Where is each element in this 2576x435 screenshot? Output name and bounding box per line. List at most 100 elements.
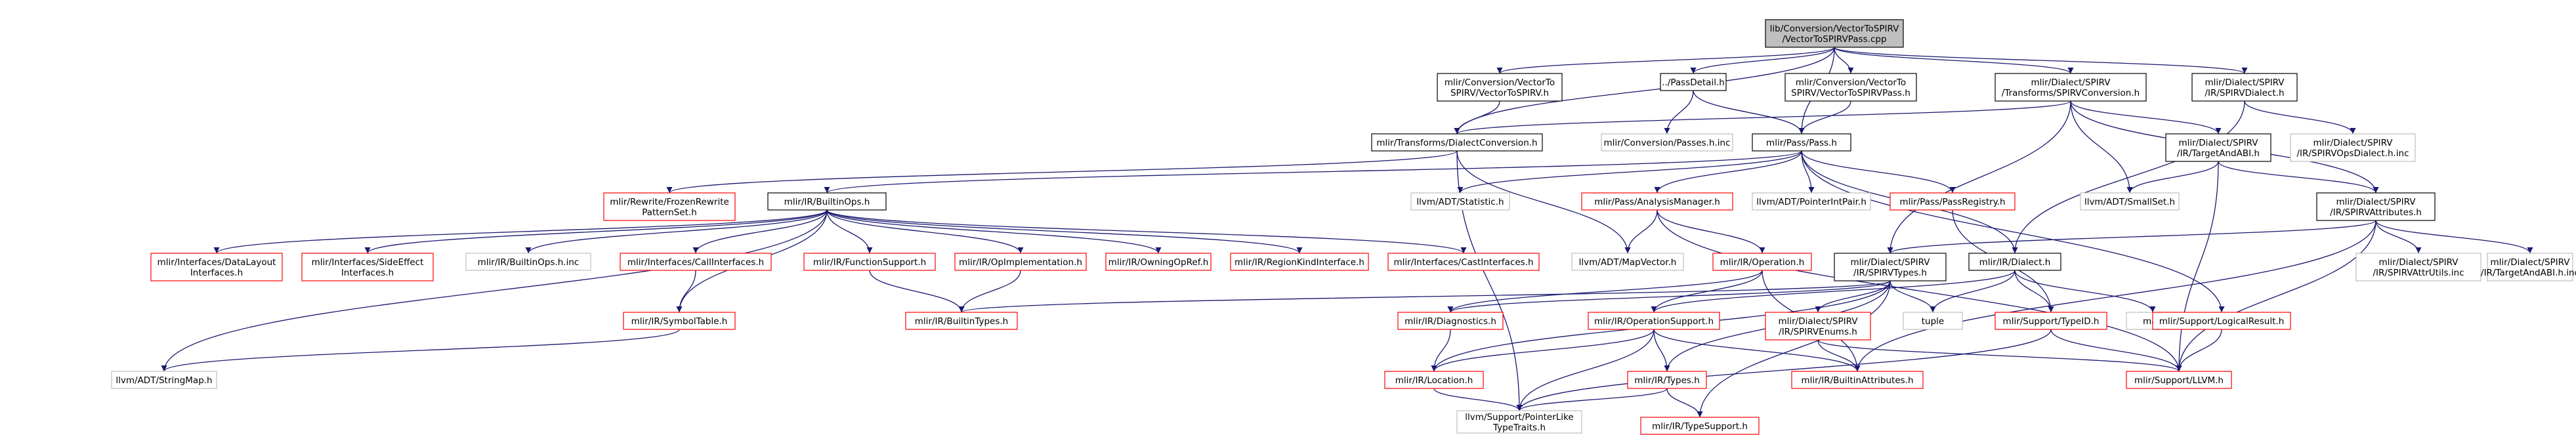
graph-node-owningopref[interactable]: mlir/IR/OwningOpRef.h <box>1105 253 1212 271</box>
node-label: mlir/IR/Types.h <box>1634 375 1700 386</box>
node-label: mlir/Interfaces/DataLayout <box>158 257 276 268</box>
graph-node-dialectconv[interactable]: mlir/Transforms/DialectConversion.h <box>1371 133 1543 152</box>
graph-node-dialect-h[interactable]: mlir/IR/Dialect.h <box>1968 253 2061 271</box>
node-box <box>623 312 736 330</box>
node-label: mlir/Support/TypeID.h <box>2003 316 2100 327</box>
graph-node-funcsupport[interactable]: mlir/IR/FunctionSupport.h <box>803 253 936 271</box>
node-label: /IR/TargetAndABI.h <box>2177 148 2260 159</box>
graph-node-spirvenums[interactable]: mlir/Dialect/SPIRV/IR/SPIRVEnums.h <box>1765 312 1871 341</box>
edge-builtinops-to-stringmap <box>161 209 828 372</box>
node-label: mlir/IR/OwningOpRef.h <box>1109 257 1209 268</box>
graph-node-typeid[interactable]: mlir/Support/TypeID.h <box>1995 312 2107 330</box>
graph-node-regionkind[interactable]: mlir/IR/RegionKindInterface.h <box>1230 253 1369 271</box>
graph-node-builtintypes[interactable]: mlir/IR/BuiltinTypes.h <box>905 312 1018 330</box>
node-label: mlir/IR/RegionKindInterface.h <box>1235 257 1364 268</box>
graph-node-spirvconv[interactable]: mlir/Dialect/SPIRV/Transforms/SPIRVConve… <box>1995 73 2147 102</box>
graph-node-opsupport[interactable]: mlir/IR/OperationSupport.h <box>1588 312 1720 330</box>
node-box <box>1588 312 1720 330</box>
graph-node-opsdialect-inc[interactable]: mlir/Dialect/SPIRV/IR/SPIRVOpsDialect.h.… <box>2290 133 2416 162</box>
graph-node-symboltable[interactable]: mlir/IR/SymbolTable.h <box>623 312 736 330</box>
graph-node-builtinops-inc[interactable]: mlir/IR/BuiltinOps.h.inc <box>465 253 591 271</box>
node-box <box>1660 73 1727 91</box>
edge-typeid-to-pointerlike <box>1516 329 2052 411</box>
graph-node-vtspirv-h[interactable]: mlir/Conversion/VectorToSPIRV/VectorToSP… <box>1437 73 1563 102</box>
node-label: mlir/IR/SymbolTable.h <box>631 316 728 327</box>
graph-node-passdetail[interactable]: ../PassDetail.h <box>1660 73 1727 91</box>
graph-node-castinterfaces[interactable]: mlir/Interfaces/CastInterfaces.h <box>1387 253 1540 271</box>
node-box <box>1437 73 1563 102</box>
node-label: mlir/IR/OperationSupport.h <box>1594 316 1714 327</box>
graph-node-passregistry[interactable]: mlir/Pass/PassRegistry.h <box>1890 192 2016 211</box>
graph-node-location[interactable]: mlir/IR/Location.h <box>1384 371 1484 389</box>
edge-spirvtypes-to-diagnostics <box>1447 280 1891 313</box>
edge-spirvattrs-to-builtinattrs <box>1854 220 2376 372</box>
node-label: SPIRV/VectorToSPIRVPass.h <box>1791 88 1911 98</box>
graph-node-mapvector[interactable]: llvm/ADT/MapVector.h <box>1571 253 1684 271</box>
node-label: mlir/Interfaces/SideEffect <box>312 257 424 268</box>
edge-builtinops-to-regionkind <box>826 209 1303 254</box>
node-label: mlir/IR/OpImplementation.h <box>959 257 1082 268</box>
edge-logicalresult-to-llvm-h <box>2176 329 2222 372</box>
node-box <box>301 253 434 281</box>
graph-node-builtinops[interactable]: mlir/IR/BuiltinOps.h <box>767 192 887 211</box>
graph-node-opimpl[interactable]: mlir/IR/OpImplementation.h <box>954 253 1087 271</box>
node-box <box>2355 253 2481 281</box>
node-label: mlir/IR/TypeSupport.h <box>1652 421 1748 432</box>
graph-node-targetabi-inc[interactable]: mlir/Dialect/SPIRV/IR/TargetAndABI.h.inc <box>2481 253 2576 281</box>
node-label: /IR/SPIRVAttrUtils.inc <box>2373 268 2464 278</box>
node-box <box>1765 312 1871 341</box>
edge-typeid-to-llvm-h <box>2050 329 2182 372</box>
graph-node-passes-inc[interactable]: mlir/Conversion/Passes.h.inc <box>1601 133 1733 152</box>
edge-root-to-vtspirvpass-h <box>1834 47 1854 74</box>
node-box <box>111 371 217 389</box>
node-label: mlir/Dialect/SPIRV <box>1850 257 1930 268</box>
node-box <box>1601 133 1733 152</box>
graph-node-vtspirvpass-h[interactable]: mlir/Conversion/VectorToSPIRV/VectorToSP… <box>1784 73 1917 102</box>
node-box <box>2126 371 2232 389</box>
graph-node-typesupport[interactable]: mlir/IR/TypeSupport.h <box>1640 417 1760 435</box>
graph-node-targetabi[interactable]: mlir/Dialect/SPIRV/IR/TargetAndABI.h <box>2165 133 2271 162</box>
graph-node-diagnostics[interactable]: mlir/IR/Diagnostics.h <box>1397 312 1504 330</box>
edge-builtinops-to-funcsupport <box>826 209 873 254</box>
graph-node-spirvdialect[interactable]: mlir/Dialect/SPIRV/IR/SPIRVDialect.h <box>2191 73 2298 102</box>
node-box <box>1995 312 2107 330</box>
graph-node-types-h[interactable]: mlir/IR/Types.h <box>1627 371 1707 389</box>
graph-node-spirvtypes[interactable]: mlir/Dialect/SPIRV/IR/SPIRVTypes.h <box>1834 253 1947 281</box>
graph-node-pass-h[interactable]: mlir/Pass/Pass.h <box>1752 133 1851 152</box>
graph-node-spirvattrs[interactable]: mlir/Dialect/SPIRV/IR/SPIRVAttributes.h <box>2316 192 2436 221</box>
node-label: mlir/Dialect/SPIRV <box>2178 138 2258 148</box>
node-box <box>1410 192 1510 211</box>
graph-node-tuple[interactable]: tuple <box>1903 312 1963 330</box>
edge-dialectconv-to-mapvector <box>1456 150 1631 254</box>
node-label: /IR/TargetAndABI.h.inc <box>2481 268 2576 278</box>
graph-node-operation[interactable]: mlir/IR/Operation.h <box>1712 253 1812 271</box>
graph-node-statistic[interactable]: llvm/ADT/Statistic.h <box>1410 192 1510 211</box>
graph-node-callinterfaces[interactable]: mlir/Interfaces/CallInterfaces.h <box>620 253 772 271</box>
graph-node-smallset[interactable]: llvm/ADT/SmallSet.h <box>2080 192 2180 211</box>
graph-node-pointerintpair[interactable]: llvm/ADT/PointerIntPair.h <box>1752 192 1871 211</box>
graph-node-root[interactable]: lib/Conversion/VectorToSPIRV/VectorToSPI… <box>1765 19 1904 48</box>
graph-node-logicalresult[interactable]: mlir/Support/LogicalResult.h <box>2152 312 2291 330</box>
edge-builtinops-to-sideeffect <box>364 209 828 254</box>
edge-location-to-pointerlike <box>1433 388 1523 411</box>
nodes-layer: lib/Conversion/VectorToSPIRV/VectorToSPI… <box>111 19 2576 435</box>
node-box <box>2080 192 2180 211</box>
node-label: mlir/IR/Diagnostics.h <box>1404 316 1496 327</box>
graph-node-builtinattrs[interactable]: mlir/IR/BuiltinAttributes.h <box>1791 371 1924 389</box>
graph-node-llvm-h[interactable]: mlir/Support/LLVM.h <box>2126 371 2232 389</box>
graph-node-attrutils-inc[interactable]: mlir/Dialect/SPIRV/IR/SPIRVAttrUtils.inc <box>2355 253 2481 281</box>
edge-pass-h-to-passregistry <box>1801 150 1956 194</box>
node-label: llvm/ADT/MapVector.h <box>1579 257 1677 268</box>
node-label: mlir/Support/LLVM.h <box>2134 375 2224 386</box>
graph-node-stringmap[interactable]: llvm/ADT/StringMap.h <box>111 371 217 389</box>
edge-spirvconv-to-targetabi <box>2070 100 2222 135</box>
node-box <box>1384 371 1484 389</box>
node-label: mlir/Transforms/DialectConversion.h <box>1376 138 1537 148</box>
graph-node-pam[interactable]: mlir/Pass/AnalysisManager.h <box>1581 192 1733 211</box>
edge-builtinops-to-opimpl <box>826 209 1024 254</box>
